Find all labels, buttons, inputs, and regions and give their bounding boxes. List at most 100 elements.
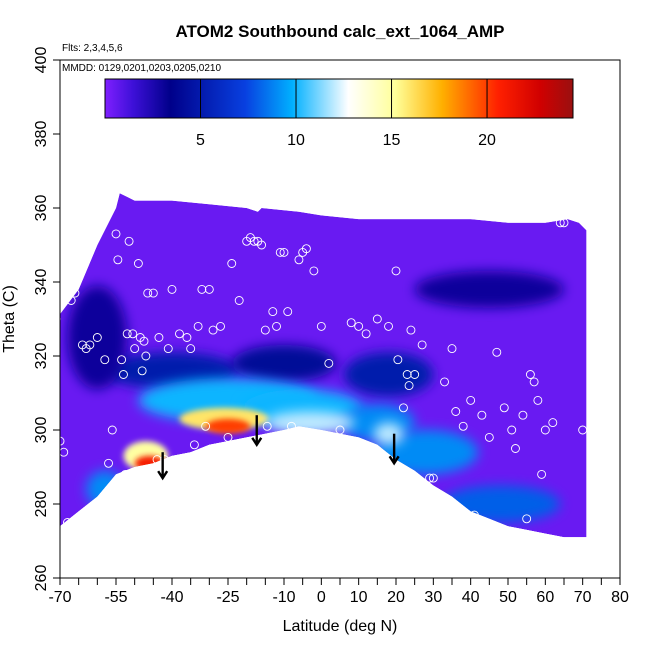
sample-point: [410, 370, 420, 379]
sample-point: [128, 329, 138, 339]
sample-point: [384, 321, 393, 331]
colorbar-ticks: 5 10 15 20: [196, 79, 496, 149]
sample-point: [100, 355, 110, 365]
sample-point: [137, 366, 147, 376]
sample-point: [109, 495, 119, 505]
heatmap-blob: [373, 422, 404, 445]
sample-point: [301, 244, 311, 254]
sample-point: [234, 296, 244, 305]
sample-point: [130, 344, 140, 354]
flight-arrows: [157, 415, 400, 481]
sample-point: [335, 425, 345, 435]
sample-point: [117, 355, 127, 365]
sample-point: [154, 333, 164, 342]
y-tick-label: 340: [33, 269, 50, 296]
sample-point: [372, 314, 382, 324]
sample-point: [107, 425, 117, 435]
sample-point: [537, 469, 547, 479]
sample-point: [540, 425, 550, 435]
chart-title: ATOM2 Southbound calc_ext_1064_AMP: [175, 22, 504, 41]
y-tick-label: 260: [33, 565, 50, 592]
sample-point: [152, 455, 162, 465]
sample-point: [354, 321, 364, 331]
ground-region: [60, 426, 587, 578]
x-tick-label: 40: [462, 589, 480, 606]
heatmap-blob: [414, 270, 564, 308]
x-tick-label: 20: [387, 589, 405, 606]
sample-point: [402, 370, 412, 379]
sample-point: [324, 358, 334, 368]
colorbar: 5 10 15 20: [104, 78, 574, 149]
sample-point: [559, 218, 569, 228]
sample-point: [428, 473, 438, 483]
sample-point: [163, 344, 173, 354]
sample-point: [167, 284, 177, 294]
sample-point: [189, 440, 199, 450]
ground-mask: [60, 426, 587, 578]
y-tick-label: 280: [33, 491, 50, 518]
colorbar-tick-label: 10: [287, 132, 305, 149]
sample-point: [507, 425, 517, 435]
x-tick-label: -25: [216, 589, 239, 606]
sample-point: [60, 447, 69, 457]
sample-point: [141, 351, 151, 361]
sample-point: [216, 321, 225, 331]
colorbar-tick-label: 20: [478, 132, 496, 149]
colorbar-tick-label: 5: [196, 132, 205, 149]
sample-point: [92, 333, 102, 342]
sample-point: [440, 377, 449, 387]
heatmap-blob: [67, 285, 128, 390]
colorbar-tick-label: 15: [383, 132, 401, 149]
sample-point: [511, 444, 520, 453]
sample-point: [522, 514, 532, 524]
sample-point: [85, 340, 95, 350]
sample-point: [309, 266, 319, 276]
sample-point: [148, 288, 158, 298]
sample-point: [208, 325, 218, 335]
sample-point: [425, 473, 435, 483]
sample-point: [204, 284, 214, 294]
flight-arrow: [157, 452, 169, 481]
sample-point: [143, 288, 153, 298]
sample-point: [60, 436, 65, 446]
sample-point: [578, 425, 588, 435]
sample-point: [260, 325, 270, 335]
sample-point: [133, 259, 143, 268]
sample-point: [122, 329, 132, 339]
sample-point: [66, 296, 76, 305]
sample-point: [201, 421, 211, 431]
sample-point: [529, 377, 539, 387]
x-tick-label: -55: [104, 589, 127, 606]
sample-point: [492, 347, 502, 357]
sample-point: [175, 329, 184, 339]
sample-point: [484, 432, 494, 442]
heatmap-blob: [231, 344, 337, 382]
sample-point: [391, 266, 401, 276]
y-axis-label: Theta (C): [1, 285, 18, 353]
sample-point: [458, 421, 468, 431]
sample-point: [466, 395, 476, 405]
sample-point: [406, 325, 416, 335]
sample-point: [268, 307, 278, 317]
sample-point: [111, 229, 121, 239]
sample-point: [361, 329, 371, 339]
sample-point: [104, 458, 113, 468]
sample-point: [193, 321, 203, 331]
sample-point: [139, 336, 149, 346]
y-tick-label: 320: [33, 343, 50, 370]
y-tick-label: 380: [33, 121, 50, 148]
x-tick-label: 60: [536, 589, 554, 606]
sample-point: [160, 455, 169, 465]
sample-point: [257, 240, 267, 250]
x-tick-label: -70: [48, 589, 71, 606]
flights-annotation: Flts: 2,3,4,5,6: [62, 43, 123, 54]
sample-point: [124, 236, 134, 246]
y-tick-label: 400: [33, 47, 50, 74]
sample-point: [499, 403, 509, 413]
heatmap-field: [60, 193, 587, 538]
colorbar-gradient: [104, 78, 574, 119]
sample-point: [186, 344, 196, 354]
sample-point: [223, 432, 233, 442]
sample-point: [249, 236, 259, 246]
